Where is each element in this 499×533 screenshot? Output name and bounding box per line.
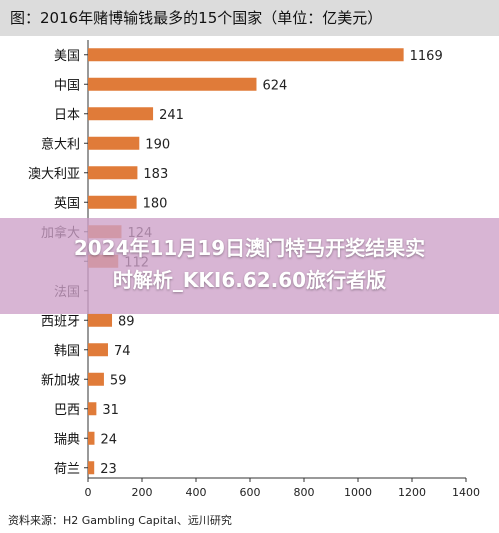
data-label: 89 [118,314,135,329]
source-note: 资料来源：H2 Gambling Capital、远川研究 [8,514,232,527]
category-label: 中国 [54,78,80,93]
bar [88,461,95,475]
bar [88,431,95,445]
bar [88,343,108,357]
x-tick-label: 400 [186,486,207,499]
data-label: 24 [100,432,117,447]
category-label: 意大利 [41,136,80,152]
bar [88,77,257,91]
bar [88,166,138,180]
x-tick-label: 600 [240,486,261,499]
category-label: 新加坡 [41,372,80,388]
category-label: 澳大利亚 [28,166,80,182]
overlay-line-1: 2024年11月19日澳门特马开奖结果实 [73,236,426,260]
data-label: 183 [143,167,168,182]
data-label: 180 [143,196,168,211]
data-label: 23 [100,462,117,477]
bar [88,313,113,327]
category-label: 巴西 [54,403,80,418]
category-label: 英国 [54,196,80,211]
data-label: 59 [110,373,127,388]
category-label: 瑞典 [54,432,80,447]
bar [88,195,137,209]
overlay-line-2: 时解析_KKI6.62.60旅行者版 [112,268,387,292]
bar [88,372,104,386]
category-label: 韩国 [54,344,80,359]
category-label: 美国 [54,49,80,64]
x-tick-label: 1400 [452,486,480,499]
data-label: 190 [145,137,170,152]
bar [88,48,404,62]
title-overlay-banner: 2024年11月19日澳门特马开奖结果实 时解析_KKI6.62.60旅行者版 [0,218,499,314]
x-tick-label: 200 [132,486,153,499]
bar [88,107,154,121]
bar [88,136,140,150]
overlay-headline: 2024年11月19日澳门特马开奖结果实 时解析_KKI6.62.60旅行者版 [0,232,499,296]
data-label: 624 [262,78,287,93]
category-label: 西班牙 [41,314,80,329]
data-label: 31 [102,403,119,418]
x-tick-label: 1200 [398,486,426,499]
category-label: 日本 [54,108,80,123]
category-label: 荷兰 [54,462,80,477]
x-tick-label: 1000 [344,486,372,499]
chart-title: 图：2016年赌博输钱最多的15个国家（单位：亿美元） [0,0,499,36]
data-label: 74 [114,344,131,359]
x-tick-label: 800 [294,486,315,499]
data-label: 1169 [410,49,443,64]
x-tick-label: 0 [85,486,92,499]
data-label: 241 [159,108,184,123]
bar [88,402,97,416]
